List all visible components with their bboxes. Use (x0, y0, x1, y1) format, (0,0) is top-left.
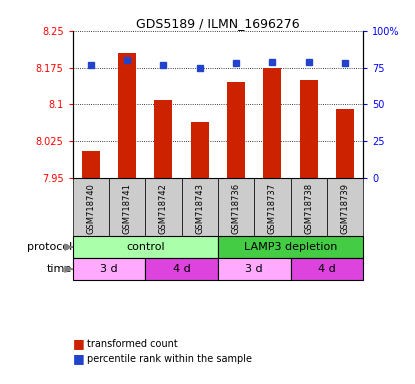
Title: GDS5189 / ILMN_1696276: GDS5189 / ILMN_1696276 (136, 17, 300, 30)
Text: 4 d: 4 d (173, 264, 190, 274)
Bar (154, 99, 173, 178)
Text: LAMP3 depletion: LAMP3 depletion (244, 242, 337, 252)
Bar (290, 258, 363, 280)
Bar (73, 178, 109, 236)
Text: GSM718738: GSM718738 (304, 183, 313, 234)
Text: ■: ■ (73, 337, 84, 350)
Bar (254, 178, 290, 236)
Text: GSM718736: GSM718736 (232, 183, 241, 234)
Text: GSM718740: GSM718740 (86, 183, 95, 234)
Bar (336, 109, 354, 178)
Text: GSM718742: GSM718742 (159, 183, 168, 234)
Bar (263, 68, 281, 178)
Text: 4 d: 4 d (318, 264, 336, 274)
Bar (73, 236, 218, 258)
Text: 3 d: 3 d (100, 264, 118, 274)
Bar (118, 53, 136, 178)
Text: GSM718739: GSM718739 (340, 183, 349, 234)
Text: transformed count: transformed count (87, 339, 178, 349)
Bar (145, 178, 181, 236)
Bar (181, 178, 218, 236)
Bar (73, 258, 145, 280)
Text: GSM718737: GSM718737 (268, 183, 277, 234)
Bar (300, 80, 318, 178)
Bar (218, 236, 363, 258)
Bar (227, 82, 245, 178)
Text: GSM718741: GSM718741 (122, 183, 132, 234)
Bar (145, 258, 218, 280)
Bar (327, 178, 363, 236)
Text: ■: ■ (73, 353, 84, 366)
Bar (218, 178, 254, 236)
Text: time: time (46, 264, 72, 274)
Text: percentile rank within the sample: percentile rank within the sample (87, 354, 252, 364)
Bar (218, 258, 290, 280)
Bar (190, 122, 209, 178)
Bar (290, 178, 327, 236)
Bar (82, 151, 100, 178)
Bar (109, 178, 145, 236)
Text: control: control (126, 242, 165, 252)
Text: protocol: protocol (27, 242, 72, 252)
Text: GSM718743: GSM718743 (195, 183, 204, 234)
Text: 3 d: 3 d (245, 264, 263, 274)
